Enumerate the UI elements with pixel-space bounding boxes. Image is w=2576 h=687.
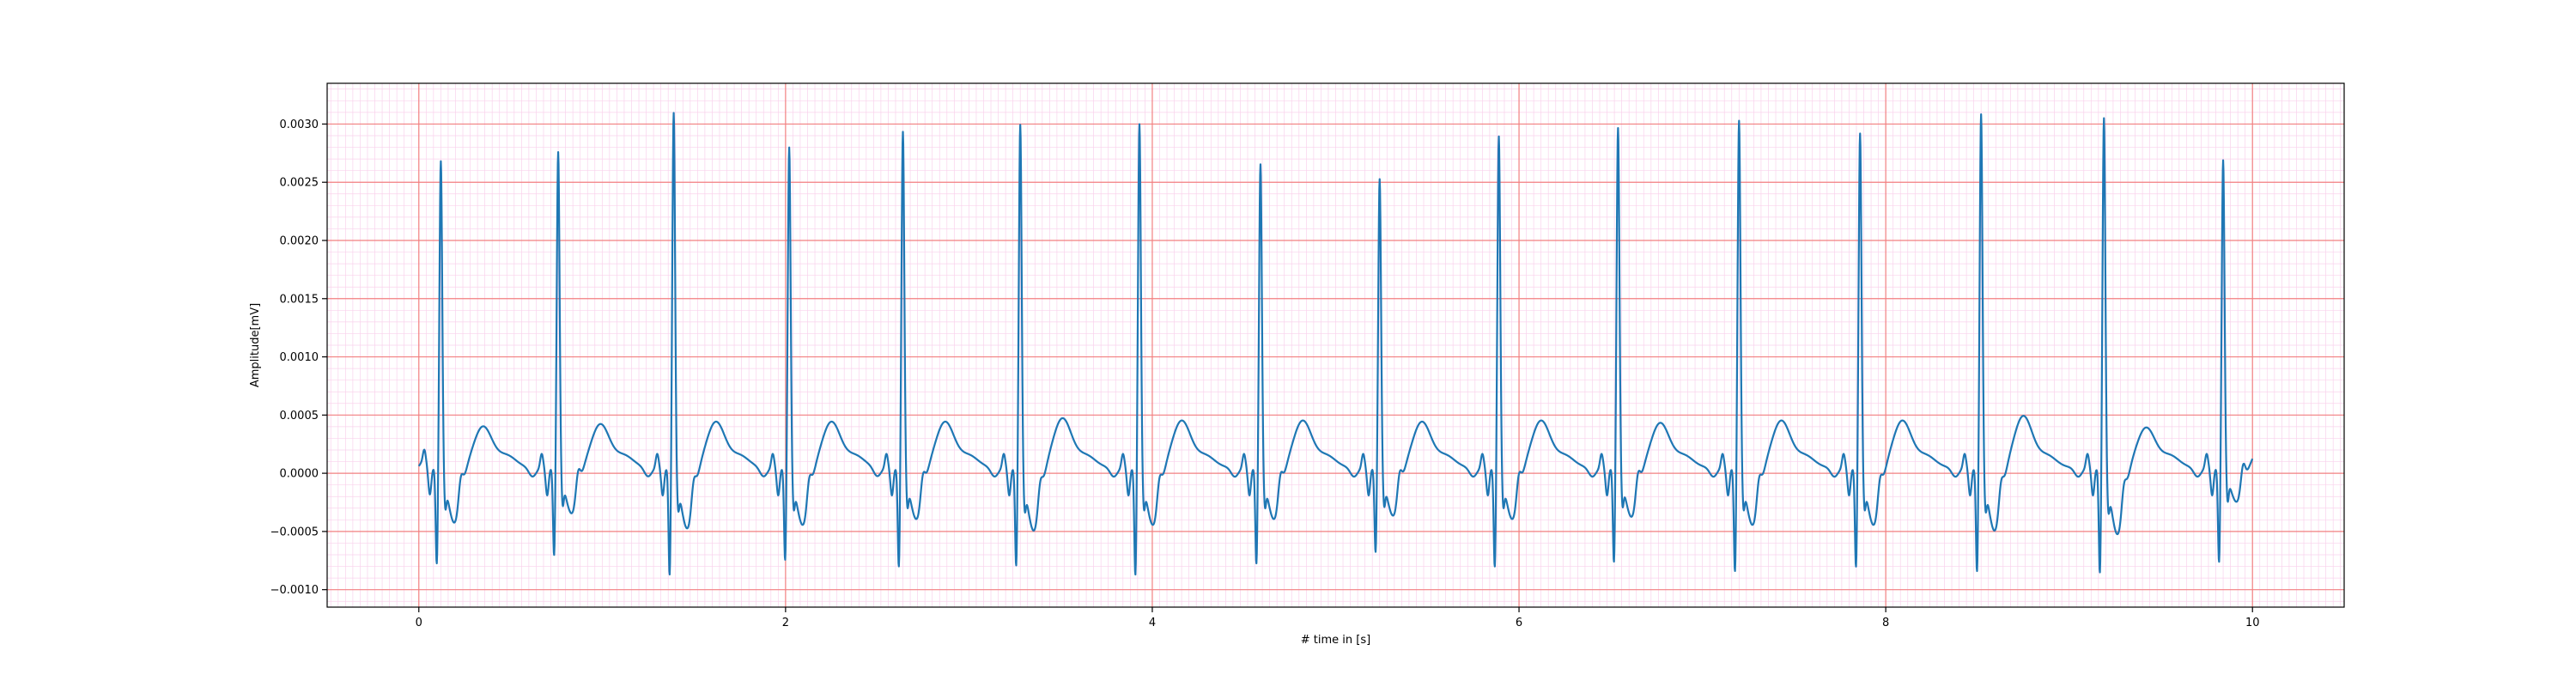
y-axis-label: Amplitude[mV]	[249, 303, 262, 387]
minor-grid	[327, 83, 2344, 607]
y-tick-label: 0.0020	[280, 235, 319, 248]
y-tick-label: 0.0030	[280, 119, 319, 131]
x-tick-label: 6	[1516, 617, 1522, 629]
y-tick-label: 0.0025	[280, 177, 319, 190]
x-tick-label: 2	[782, 617, 789, 629]
y-tick-label: 0.0010	[280, 351, 319, 364]
plot-area	[326, 82, 2345, 608]
x-tick-label: 8	[1882, 617, 1889, 629]
y-tick-label: 0.0000	[280, 468, 319, 481]
x-tick-label: 10	[2245, 617, 2260, 629]
x-axis-label: # time in [s]	[1301, 634, 1370, 647]
x-tick-label: 4	[1149, 617, 1156, 629]
y-tick-label: 0.0005	[280, 410, 319, 423]
y-tick-label: −0.0005	[270, 526, 319, 538]
y-axis-ticks: −0.0010 −0.0005 0.0000 0.0005 0.0010 0.0015 0.…	[270, 119, 327, 597]
x-axis-ticks: 0 2 4 6 8 10	[416, 607, 2260, 629]
y-tick-label: −0.0010	[270, 584, 319, 597]
major-grid	[327, 83, 2344, 607]
y-tick-label: 0.0015	[280, 293, 319, 306]
x-tick-label: 0	[416, 617, 422, 629]
ecg-series-line	[417, 112, 2254, 576]
axes-frame	[326, 82, 2345, 608]
